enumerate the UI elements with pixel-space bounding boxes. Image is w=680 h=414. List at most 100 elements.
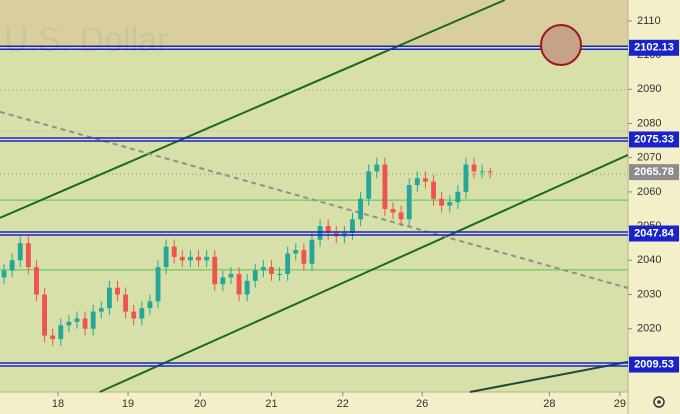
candle-body xyxy=(25,243,31,268)
x-tick-label: 28 xyxy=(543,398,555,410)
candle-body xyxy=(439,198,445,206)
y-tick-label: 2020 xyxy=(637,323,661,335)
marker-circle xyxy=(540,24,582,66)
candle-body xyxy=(90,311,96,329)
candle-body xyxy=(9,260,15,271)
candle-body xyxy=(50,335,56,339)
candle-body xyxy=(455,191,461,203)
candle-body xyxy=(260,267,266,271)
trend-line xyxy=(469,360,629,393)
candle-body xyxy=(123,294,129,312)
candle-body xyxy=(277,273,282,275)
y-tick-label: 2060 xyxy=(637,186,661,198)
candle-body xyxy=(390,208,396,213)
candle-body xyxy=(398,212,404,220)
candle-body xyxy=(414,178,420,186)
settings-icon[interactable] xyxy=(653,396,665,408)
candle-body xyxy=(17,243,23,261)
candle-body xyxy=(471,164,477,172)
candle-body xyxy=(139,308,145,319)
candle-body xyxy=(236,273,242,295)
candle-body xyxy=(34,267,39,295)
candle-body xyxy=(285,253,291,274)
candle-body xyxy=(463,164,469,192)
settings-gear-center xyxy=(657,400,661,404)
candle-body xyxy=(58,325,64,339)
settings-gear[interactable] xyxy=(653,396,665,408)
candle-body xyxy=(131,311,137,319)
candle-body xyxy=(115,287,120,295)
price-axis-panel xyxy=(628,0,680,414)
candle-body xyxy=(220,277,226,285)
candle-body xyxy=(431,181,436,199)
candle-body xyxy=(422,178,428,182)
watermark: U.S. Dollar xyxy=(4,21,168,59)
candle-body xyxy=(171,246,177,257)
x-tick-label: 21 xyxy=(265,398,277,410)
candle-body xyxy=(269,267,274,274)
trend-line xyxy=(99,154,629,393)
candle-body xyxy=(187,256,193,261)
candle-body xyxy=(179,256,185,261)
current-price-label: 2065.78 xyxy=(634,166,674,178)
candle-body xyxy=(212,256,218,285)
level-label-box xyxy=(629,39,679,56)
level-label-box xyxy=(629,225,679,242)
candle-body xyxy=(204,256,210,261)
candle-body xyxy=(252,270,258,281)
y-tick-label: 2070 xyxy=(637,152,661,164)
candle-body xyxy=(358,198,364,220)
x-tick-label: 22 xyxy=(337,398,349,410)
candle-body xyxy=(301,250,307,264)
candle-body xyxy=(406,185,412,220)
y-tick-label: 2080 xyxy=(637,117,661,129)
y-tick-label: 2090 xyxy=(637,83,661,95)
candle-body xyxy=(293,250,299,254)
candle-body xyxy=(382,164,388,209)
current-price-box xyxy=(629,164,679,181)
candle-body xyxy=(325,226,331,233)
candle-body xyxy=(317,226,323,240)
x-tick-label: 19 xyxy=(122,398,134,410)
y-tick-label: 2030 xyxy=(637,288,661,300)
candle-body xyxy=(350,219,355,233)
level-label-box xyxy=(629,131,679,148)
level-label: 2102.13 xyxy=(634,42,674,54)
y-tick-label: 2110 xyxy=(637,15,661,27)
level-label: 2047.84 xyxy=(634,227,675,239)
x-tick-label: 26 xyxy=(416,398,428,410)
candle-body xyxy=(228,273,234,278)
level-label: 2009.53 xyxy=(634,358,674,370)
candle-body xyxy=(479,171,485,173)
zone-band xyxy=(0,0,628,47)
candle-body xyxy=(1,270,7,278)
trend-line xyxy=(0,0,506,219)
candle-body xyxy=(106,287,112,309)
x-tick-label: 20 xyxy=(194,398,206,410)
candle-body xyxy=(309,239,315,264)
candle-body xyxy=(147,301,153,309)
x-tick-label: 29 xyxy=(614,398,626,410)
candle-body xyxy=(155,267,161,302)
candle-body xyxy=(82,318,88,329)
candle-body xyxy=(66,321,72,326)
candle-body xyxy=(374,164,380,172)
candle-body xyxy=(98,308,104,312)
candle-body xyxy=(74,318,80,322)
candle-body xyxy=(487,171,493,173)
candle-body xyxy=(163,246,169,268)
level-label-box xyxy=(629,356,679,373)
x-tick-label: 18 xyxy=(52,398,64,410)
candle-body xyxy=(196,256,201,261)
candle-body xyxy=(244,280,250,295)
plot-background xyxy=(0,0,628,392)
level-label: 2075.33 xyxy=(634,133,674,145)
y-tick-label: 2040 xyxy=(637,254,661,266)
time-axis-panel xyxy=(0,392,628,414)
candle-body xyxy=(447,202,453,206)
plot-area xyxy=(0,0,629,393)
axis-layer: 2020203020402050206020702080209021002110… xyxy=(52,15,679,410)
candle-body xyxy=(366,171,372,199)
candle-body xyxy=(42,294,47,336)
